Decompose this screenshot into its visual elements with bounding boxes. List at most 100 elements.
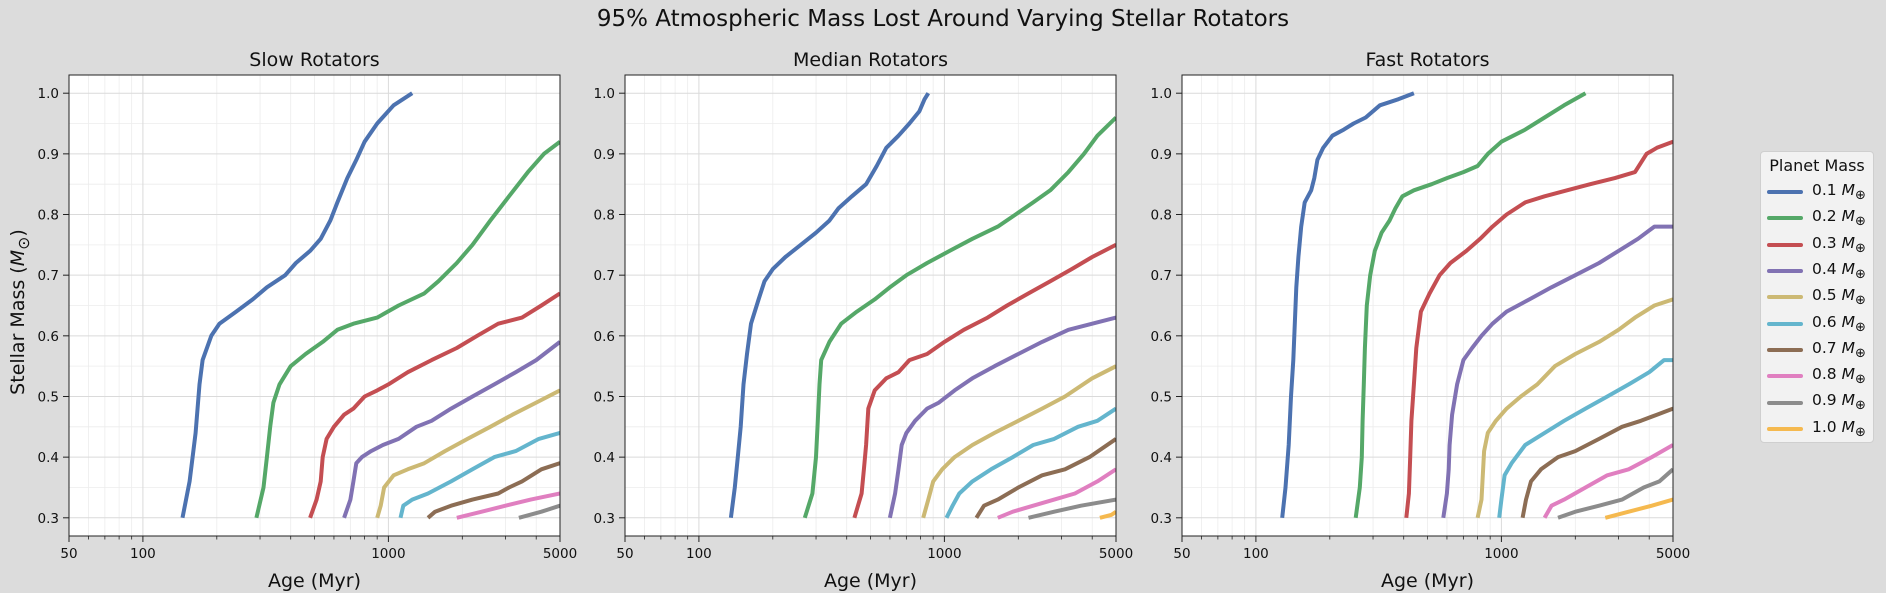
x-tick-label: 100 bbox=[1243, 546, 1269, 562]
x-tick-label: 1000 bbox=[371, 546, 405, 562]
legend-swatch bbox=[1767, 295, 1803, 300]
series-line-0.2 bbox=[254, 140, 560, 519]
legend-unit: M bbox=[1841, 391, 1855, 410]
x-tick-label: 50 bbox=[1173, 546, 1190, 562]
x-tick-label: 5000 bbox=[1099, 546, 1133, 562]
series-line-0.2 bbox=[802, 116, 1116, 519]
series-line-0.3 bbox=[852, 243, 1116, 519]
series-line-0.1 bbox=[1280, 91, 1415, 519]
panel-title: Median Rotators bbox=[793, 49, 948, 71]
legend-item: 1.0 M⊕ bbox=[1767, 416, 1867, 442]
y-tick-label: 0.8 bbox=[38, 208, 59, 224]
legend-unit: M bbox=[1841, 259, 1855, 278]
y-tick-label: 0.4 bbox=[594, 450, 615, 466]
x-tick-label: 5000 bbox=[1656, 546, 1690, 562]
series-line-0.7 bbox=[426, 461, 560, 520]
legend-unit: M bbox=[1841, 181, 1855, 200]
legend-swatch bbox=[1767, 374, 1803, 379]
legend-unit: M bbox=[1841, 207, 1855, 226]
y-tick-label: 0.5 bbox=[1151, 389, 1172, 405]
y-tick-label: 0.8 bbox=[1151, 208, 1172, 224]
legend-item: 0.9 M⊕ bbox=[1767, 389, 1867, 415]
legend-label: 0.7 M⊕ bbox=[1812, 339, 1866, 361]
legend-value: 1.0 bbox=[1812, 417, 1842, 436]
x-axis-label: Age (Myr) bbox=[1381, 570, 1474, 592]
legend-unit-subscript: ⊕ bbox=[1854, 319, 1866, 335]
series-line-0.5 bbox=[375, 388, 560, 519]
series-line-0.7 bbox=[1520, 406, 1673, 519]
y-tick-label: 0.7 bbox=[1151, 268, 1172, 284]
series-line-0.8 bbox=[456, 491, 560, 520]
x-axis-label: Age (Myr) bbox=[824, 570, 917, 592]
series-line-1.0 bbox=[1099, 510, 1116, 520]
figure-title: 95% Atmospheric Mass Lost Around Varying… bbox=[596, 6, 1290, 32]
y-tick-label: 0.6 bbox=[1151, 329, 1172, 345]
series-line-0.9 bbox=[1028, 497, 1116, 520]
x-tick-label: 5000 bbox=[543, 546, 577, 562]
series-line-0.6 bbox=[398, 430, 560, 519]
legend-value: 0.5 bbox=[1812, 286, 1842, 305]
legend-label: 0.3 M⊕ bbox=[1812, 234, 1866, 256]
series-group bbox=[728, 92, 1116, 520]
legend-label: 0.2 M⊕ bbox=[1812, 207, 1866, 229]
legend-swatch bbox=[1767, 400, 1803, 405]
panel-1: 50 100 1000 5000 0.3 0.4 0.5 0.6 0.7 0.8 0.9 1.0 Slo… bbox=[38, 49, 578, 592]
y-tick-label: 0.3 bbox=[594, 511, 615, 527]
legend-swatch bbox=[1767, 269, 1803, 274]
y-tick-label: 0.6 bbox=[594, 329, 615, 345]
y-tick-label: 0.7 bbox=[594, 268, 615, 284]
series-line-0.2 bbox=[1353, 91, 1587, 519]
legend-value: 0.6 bbox=[1812, 312, 1842, 331]
y-tick-label: 0.9 bbox=[594, 147, 615, 163]
legend-swatch bbox=[1767, 426, 1803, 431]
legend-label: 0.6 M⊕ bbox=[1812, 313, 1866, 335]
x-tick-label: 50 bbox=[616, 546, 633, 562]
legend-value: 0.9 bbox=[1812, 391, 1842, 410]
legend-item: 0.3 M⊕ bbox=[1767, 232, 1867, 258]
y-tick-label: 1.0 bbox=[38, 86, 59, 102]
legend-label: 0.8 M⊕ bbox=[1812, 365, 1866, 387]
y-tick-label: 0.4 bbox=[1151, 450, 1172, 466]
legend-unit-subscript: ⊕ bbox=[1854, 267, 1866, 283]
panel-3: 50 100 1000 5000 0.3 0.4 0.5 0.6 0.7 0.8 0.9 1.0 Fas… bbox=[1151, 49, 1691, 592]
series-line-0.4 bbox=[887, 315, 1116, 519]
x-tick-label: 100 bbox=[130, 546, 156, 562]
series-group bbox=[1280, 91, 1673, 520]
legend-swatch bbox=[1767, 347, 1803, 352]
legend-unit-subscript: ⊕ bbox=[1854, 293, 1866, 309]
legend-label: 0.9 M⊕ bbox=[1812, 391, 1866, 413]
y-tick-label: 0.3 bbox=[38, 511, 59, 527]
legend-title: Planet Mass bbox=[1769, 156, 1865, 175]
y-tick-label: 1.0 bbox=[1151, 86, 1172, 102]
legend-unit: M bbox=[1841, 286, 1855, 305]
legend-unit-subscript: ⊕ bbox=[1854, 188, 1866, 204]
series-line-0.6 bbox=[1497, 358, 1673, 519]
series-line-0.1 bbox=[180, 91, 414, 519]
legend-item: 0.8 M⊕ bbox=[1767, 363, 1867, 389]
y-tick-label: 0.5 bbox=[38, 389, 59, 405]
y-tick-label: 0.9 bbox=[38, 147, 59, 163]
series-group bbox=[180, 91, 560, 520]
legend-swatch bbox=[1767, 321, 1803, 326]
legend-unit: M bbox=[1841, 365, 1855, 384]
legend-label: 1.0 M⊕ bbox=[1812, 418, 1866, 440]
series-line-0.8 bbox=[997, 467, 1116, 520]
legend-unit-subscript: ⊕ bbox=[1854, 372, 1866, 388]
legend: Planet Mass 0.1 M⊕ 0.2 M⊕ 0.3 M⊕ 0.4 M⊕ 0.5 … bbox=[1760, 151, 1874, 443]
legend-item: 0.6 M⊕ bbox=[1767, 310, 1867, 336]
panel-title: Fast Rotators bbox=[1365, 49, 1489, 71]
legend-swatch bbox=[1767, 242, 1803, 247]
series-line-0.6 bbox=[944, 406, 1116, 519]
series-line-0.5 bbox=[1475, 297, 1673, 519]
legend-value: 0.3 bbox=[1812, 233, 1842, 252]
series-line-0.1 bbox=[728, 92, 930, 519]
legend-item: 0.5 M⊕ bbox=[1767, 284, 1867, 310]
legend-unit-subscript: ⊕ bbox=[1854, 345, 1866, 361]
legend-item: 0.1 M⊕ bbox=[1767, 179, 1867, 205]
series-line-0.9 bbox=[1557, 467, 1673, 520]
legend-unit-subscript: ⊕ bbox=[1854, 214, 1866, 230]
x-axis-label: Age (Myr) bbox=[268, 570, 361, 592]
legend-unit-subscript: ⊕ bbox=[1854, 240, 1866, 256]
legend-item: 0.7 M⊕ bbox=[1767, 337, 1867, 363]
